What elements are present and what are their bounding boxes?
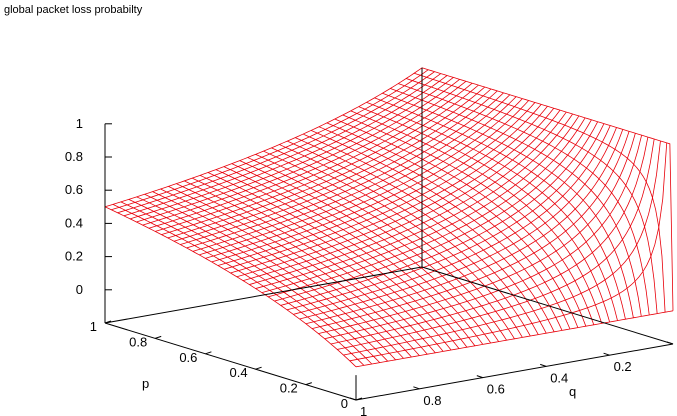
mesh-line-q (334, 118, 587, 327)
p-tick-mark (305, 382, 312, 386)
mesh-line-q (120, 201, 373, 365)
mesh-line-q (168, 186, 420, 356)
q-tick-mark (349, 397, 357, 401)
mesh-line-q (192, 177, 444, 352)
mesh-line-q (406, 78, 658, 314)
p-tick-mark (104, 320, 112, 324)
mesh-line-q (136, 196, 388, 362)
q-axis-line (355, 343, 674, 401)
mesh-line-q (374, 97, 626, 320)
mesh-line-q (382, 92, 634, 318)
mesh-line-q (366, 101, 618, 321)
mesh-line-q (287, 140, 539, 335)
p-tick-label: 0.4 (230, 365, 248, 380)
p-tick-label: 0 (341, 396, 348, 411)
mesh-line-q (160, 188, 412, 358)
mesh-line-q (358, 106, 610, 323)
q-tick-mark (540, 363, 547, 367)
q-tick-label: 0.4 (550, 370, 568, 385)
mesh-line-q (342, 114, 595, 325)
mesh-line-p (180, 90, 498, 245)
q-tick-mark (476, 375, 483, 379)
z-tick-label: 1 (76, 116, 83, 131)
base-back-edge (104, 266, 423, 324)
p-tick-mark (255, 366, 262, 370)
mesh-line-q (112, 203, 365, 366)
z-tick-label: 0.6 (65, 182, 83, 197)
mesh-line-q (295, 137, 547, 334)
base-right-edge (421, 266, 674, 345)
q-tick-label: 0.2 (614, 359, 632, 374)
p-tick-mark (355, 397, 363, 401)
x-axis-label-p: p (142, 376, 149, 391)
p-tick-mark (205, 351, 212, 355)
q-tick-mark (666, 341, 674, 345)
z-tick-label: 0.8 (65, 149, 83, 164)
mesh-line-p (349, 142, 668, 362)
mesh-line-q (247, 157, 499, 342)
q-tick-label: 1 (360, 404, 367, 416)
mesh-line-q (152, 191, 404, 359)
p-tick-mark (155, 335, 162, 339)
q-tick-mark (603, 352, 610, 356)
z-tick-label: 0.4 (65, 215, 83, 230)
p-tick-label: 0.8 (129, 334, 147, 349)
mesh-line-q (302, 133, 555, 332)
mesh-line-q (215, 169, 468, 348)
mesh-line-q (326, 122, 579, 328)
mesh-line-q (239, 160, 492, 344)
mesh-line-q (398, 83, 650, 316)
mesh-line-q (231, 163, 484, 345)
mesh-line-q (310, 130, 563, 331)
y-axis-label-q: q (569, 384, 576, 399)
z-tick-label: 0 (76, 282, 83, 297)
p-tick-label: 0.2 (280, 381, 298, 396)
mesh-line-q (223, 166, 476, 347)
mesh-line-q (279, 144, 531, 337)
mesh-line-q (271, 147, 523, 338)
mesh-line-q (413, 72, 666, 313)
p-tick-label: 1 (90, 319, 97, 334)
mesh-line-q (318, 126, 571, 330)
mesh-line-q (104, 206, 357, 368)
surface-mesh (104, 67, 674, 368)
mesh-line-q (350, 110, 603, 324)
p-axis-line (104, 322, 357, 401)
mesh-line-q (390, 88, 642, 317)
axes (104, 67, 674, 401)
mesh-line-q (176, 183, 428, 355)
p-tick-label: 0.6 (179, 350, 197, 365)
chart-title: global packet loss probabilty (4, 4, 143, 16)
mesh-line-q (207, 172, 460, 349)
mesh-line-q (184, 180, 436, 354)
z-tick-label: 0.2 (65, 249, 83, 264)
q-tick-label: 0.8 (423, 393, 441, 408)
mesh-line-q (144, 193, 396, 361)
mesh-line-q (263, 150, 515, 340)
mesh-line-q (128, 199, 381, 363)
q-tick-label: 0.6 (487, 382, 505, 397)
mesh-line-q (199, 174, 452, 351)
mesh-line-q (421, 67, 674, 311)
tick-labels: 10.80.60.40.2010.80.60.40.2010.80.60.40.… (65, 116, 632, 416)
mesh-line-q (255, 153, 507, 341)
q-tick-mark (413, 386, 420, 390)
